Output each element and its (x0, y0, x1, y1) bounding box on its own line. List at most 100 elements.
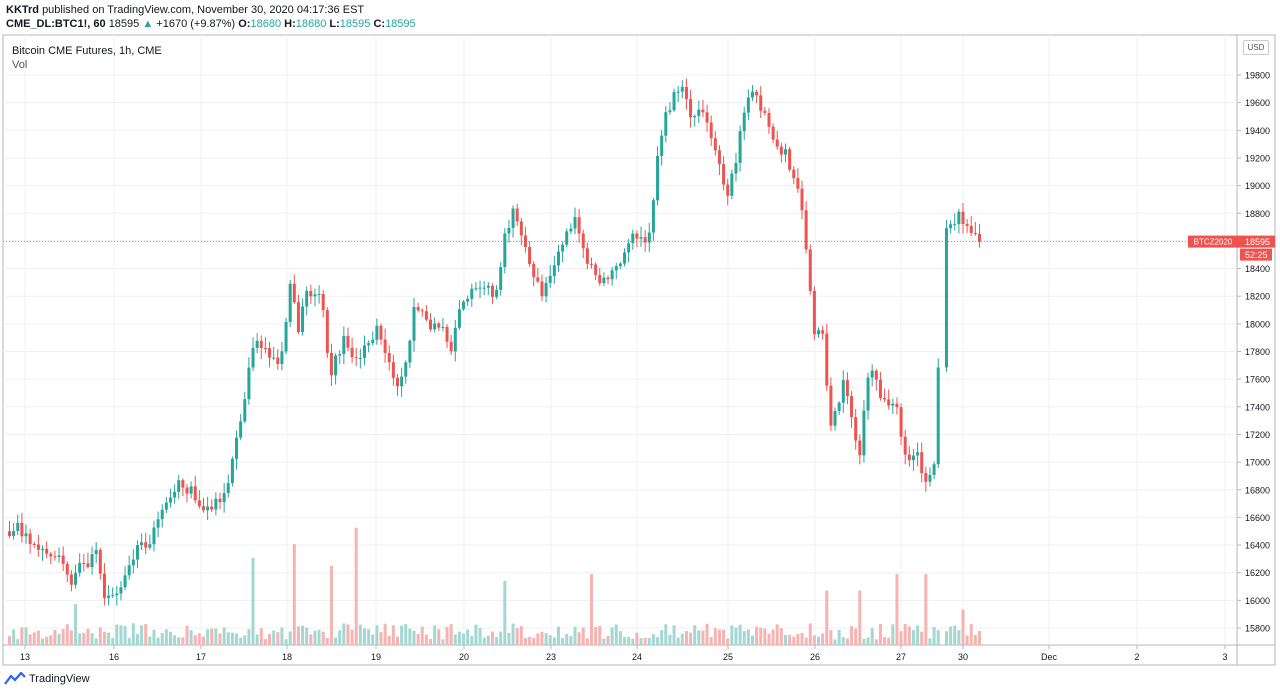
candle (689, 89, 693, 128)
candle (784, 143, 787, 163)
candle (903, 429, 907, 465)
candle (837, 401, 841, 416)
volume-bar (928, 638, 932, 645)
candle (755, 89, 759, 104)
volume-bar (8, 636, 11, 645)
volume-bar (920, 631, 924, 645)
candle-body (511, 208, 515, 228)
candle-body (135, 545, 139, 560)
candle (862, 399, 866, 463)
candle-body (656, 155, 660, 201)
candle-body (503, 233, 507, 268)
candle (45, 541, 49, 559)
candle (672, 88, 676, 112)
candle-body (709, 122, 713, 139)
volume-bar (800, 632, 804, 645)
candle-body (329, 352, 333, 376)
volume-bar (239, 637, 243, 645)
candle (131, 549, 135, 574)
volume-bar (689, 632, 693, 645)
volume-bar (329, 565, 333, 645)
volume-bar (168, 631, 172, 645)
volume-bar (280, 627, 284, 645)
volume-bar (767, 633, 771, 645)
volume-bar (784, 635, 787, 645)
candle (565, 228, 569, 248)
candle (115, 585, 119, 606)
low-label: L: (329, 18, 340, 30)
candle (305, 286, 309, 316)
candle-body (259, 340, 263, 349)
candle (883, 388, 887, 403)
candle-body (197, 500, 201, 507)
candle (28, 528, 32, 554)
price-tag-bg (1237, 235, 1275, 248)
brand-name[interactable]: TradingView (29, 672, 90, 685)
volume-bar (775, 624, 779, 645)
y-tick-label: 17800 (1245, 347, 1270, 357)
candle-body (978, 233, 981, 242)
volume-bar (623, 636, 627, 645)
volume-bar (334, 637, 338, 645)
candle (602, 272, 606, 287)
candle (400, 367, 404, 397)
volume-bar (181, 637, 185, 645)
candle-body (57, 555, 61, 557)
volume-bar (755, 626, 759, 645)
candle-body (907, 454, 911, 461)
candle-body (759, 95, 763, 111)
candle (936, 358, 940, 469)
volume-bar (173, 635, 177, 645)
candle (767, 108, 771, 134)
candle-body (478, 287, 482, 289)
volume-bar (379, 632, 383, 645)
candle (383, 328, 387, 363)
candle (69, 570, 73, 592)
candle-body (602, 277, 606, 284)
candle (243, 391, 247, 424)
candle-body (396, 377, 399, 387)
candle-body (346, 335, 350, 348)
volume-bar (309, 634, 313, 645)
author-name[interactable]: KKTrd (6, 4, 39, 16)
volume-bar (610, 627, 614, 645)
y-tick-label: 17200 (1245, 430, 1270, 440)
candle-body (263, 348, 267, 350)
candle-body (111, 595, 115, 597)
volume-label: Vol (12, 59, 28, 71)
candle-body (247, 367, 251, 400)
candle (606, 275, 610, 284)
volume-bar (123, 625, 127, 645)
volume-bar (342, 623, 346, 645)
candle (684, 78, 688, 110)
candle (850, 390, 854, 428)
candle-body (862, 410, 866, 456)
candle-body (490, 285, 494, 297)
candle-body (321, 293, 325, 311)
currency-button[interactable]: USD (1243, 40, 1269, 55)
candle (701, 99, 705, 118)
candle (412, 297, 416, 352)
volume-bar (978, 630, 981, 645)
candle (466, 295, 470, 306)
candle (408, 339, 412, 369)
candle-body (65, 563, 69, 575)
last-price-marker: BTCZ2020 18595 52:25 (3, 235, 1275, 261)
volume-bar (53, 629, 57, 645)
volume-bar (916, 625, 920, 645)
price-chart[interactable]: 15800 16000 16200 16400 16600 16800 17000 17200… (0, 0, 1280, 668)
x-tick-label: 16 (109, 652, 119, 662)
candle-body (358, 357, 362, 359)
candle (329, 343, 333, 386)
candle-body (767, 112, 771, 127)
volume-bar (528, 636, 532, 645)
candle (804, 201, 808, 254)
candle (478, 280, 482, 299)
candle-body (887, 399, 891, 406)
volume-bar (148, 636, 152, 645)
candle (214, 492, 218, 516)
candle-body (499, 267, 503, 290)
candle-body (61, 555, 65, 564)
candle-body (338, 354, 342, 356)
candle-body (627, 243, 631, 253)
